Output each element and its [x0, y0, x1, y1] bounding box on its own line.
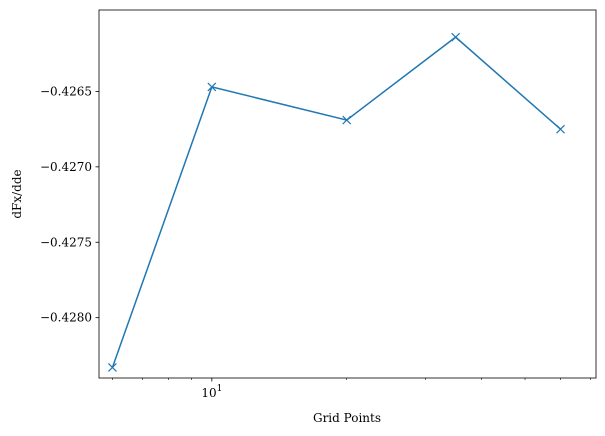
markers	[108, 32, 565, 372]
data-point-marker	[342, 115, 352, 125]
y-ticks: −0.4265 −0.4270 −0.4275 −0.4280	[40, 84, 99, 325]
x-ticks: 101	[112, 378, 591, 400]
data-point-marker	[451, 32, 461, 42]
data-point-marker	[207, 82, 217, 92]
y-tick-label: −0.4280	[40, 311, 92, 325]
data-point-marker	[108, 363, 117, 372]
y-tick-label: −0.4270	[40, 160, 92, 174]
y-tick-label: −0.4265	[40, 84, 92, 98]
y-axis-label: dFx/dde	[10, 169, 24, 218]
y-tick-label: −0.4275	[40, 235, 92, 249]
plot-area	[98, 9, 597, 379]
data-point-marker	[556, 124, 565, 134]
x-tick-label: 101	[201, 384, 222, 400]
x-axis-label: Grid Points	[313, 411, 381, 425]
